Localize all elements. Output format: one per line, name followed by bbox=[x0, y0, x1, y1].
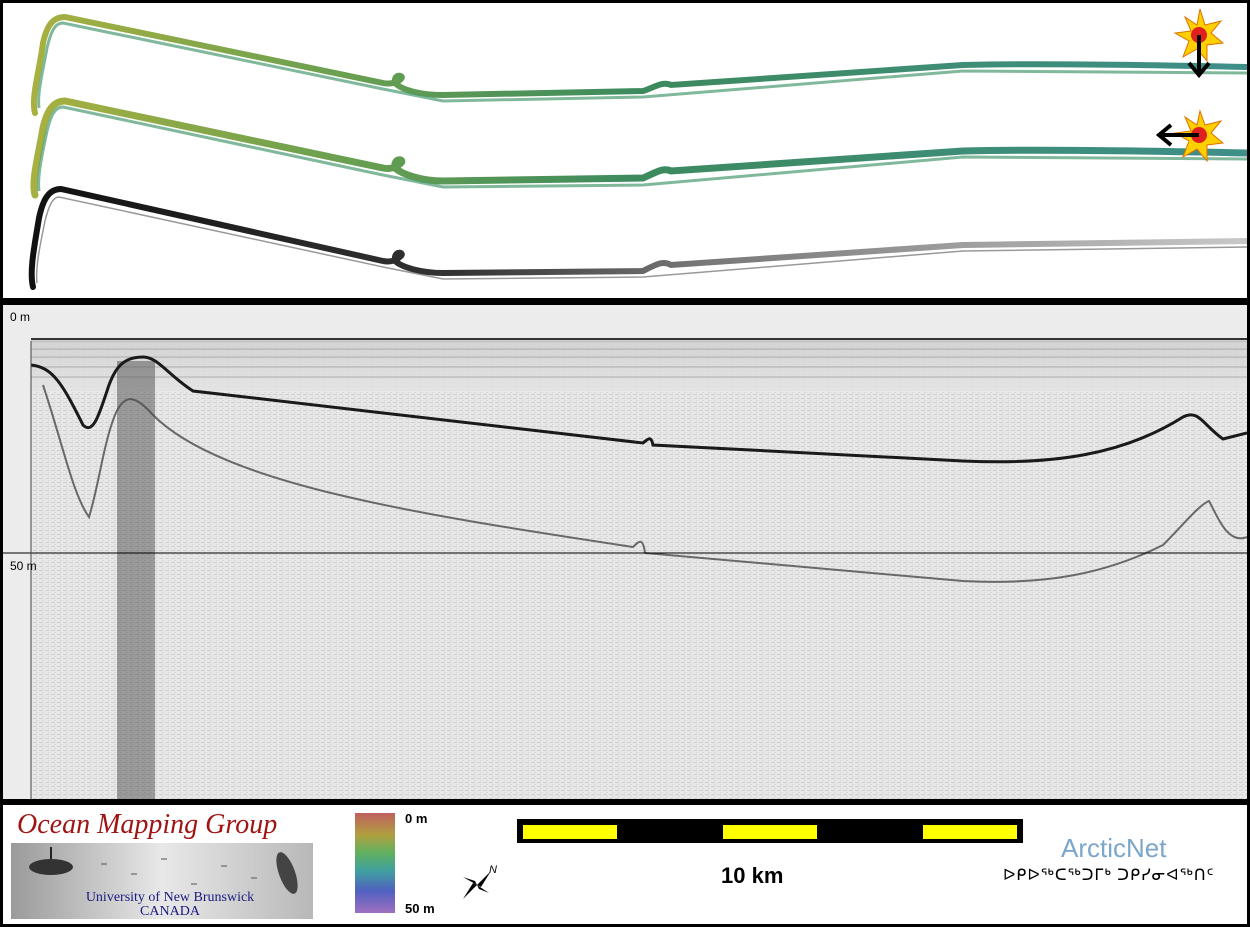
track-backscatter bbox=[28, 185, 1247, 290]
track-bathymetry-2 bbox=[30, 97, 1247, 199]
arcticnet-logo-text: ArcticNet bbox=[1061, 833, 1167, 863]
scale-segment-1 bbox=[523, 825, 617, 839]
north-arrow-icon: N bbox=[463, 864, 497, 899]
subbottom-profile-panel: 0 m 50 m bbox=[3, 305, 1247, 799]
subbottom-profile-svg bbox=[3, 338, 1247, 799]
depth-colorbar bbox=[355, 813, 395, 913]
scale-segment-3 bbox=[923, 825, 1017, 839]
scale-label: 10 km bbox=[721, 863, 784, 888]
university-name: University of New Brunswick bbox=[85, 890, 255, 905]
scale-bar bbox=[517, 819, 1023, 843]
country-name: CANADA bbox=[140, 904, 200, 919]
arcticnet-syllabics: ᐅᑭᐅᖅᑕᖅᑐᒥᒃ ᑐᑭᓯᓂᐊᖅᑎᑦ bbox=[1003, 867, 1215, 884]
ocean-mapping-group-title: Ocean Mapping Group bbox=[17, 809, 278, 840]
track-maps-svg bbox=[28, 8, 1247, 290]
depth-label-top: 0 m bbox=[10, 310, 31, 324]
legend-panel: Ocean Mapping Group University of New Br… bbox=[3, 805, 1247, 924]
omg-affiliation: University of New Brunswick CANADA bbox=[75, 891, 265, 919]
track-maps-panel bbox=[3, 3, 1247, 298]
depth-label-50m: 50 m bbox=[10, 559, 37, 573]
arrow-down-icon bbox=[1187, 35, 1211, 79]
colorbar-bottom-label: 50 m bbox=[405, 901, 435, 916]
track-bathymetry-1 bbox=[30, 13, 1247, 116]
scale-segment-2 bbox=[723, 825, 817, 839]
north-label: N bbox=[489, 864, 497, 876]
ocean-mapping-group-logo-art bbox=[11, 843, 313, 919]
colorbar-top-label: 0 m bbox=[405, 811, 428, 826]
arrow-left-icon bbox=[1155, 123, 1199, 147]
